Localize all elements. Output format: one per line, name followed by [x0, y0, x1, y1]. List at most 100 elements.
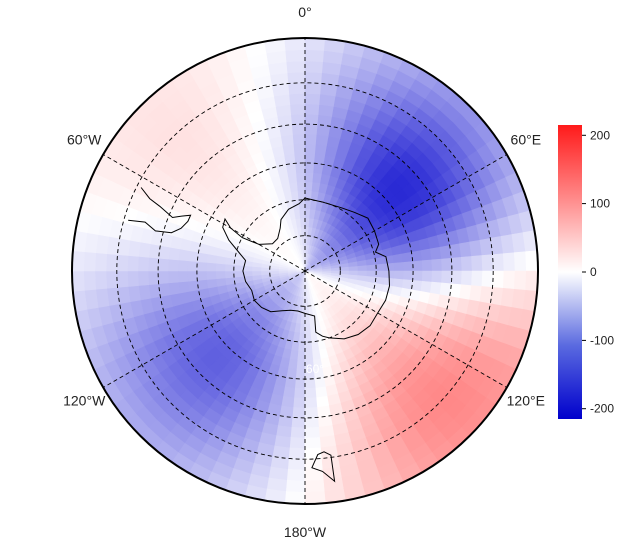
field-cell — [277, 114, 293, 127]
field-cell — [304, 82, 322, 95]
field-cell — [224, 270, 235, 279]
field-cell — [105, 253, 118, 272]
field-cell — [304, 162, 315, 173]
field-cell — [296, 171, 306, 183]
coastline-new-zealand — [311, 451, 336, 483]
field-cell — [105, 270, 118, 289]
field-cell — [393, 262, 405, 272]
field-cell — [375, 263, 386, 272]
field-cell — [205, 270, 217, 280]
field-cell — [233, 270, 244, 278]
field-cell — [283, 502, 306, 504]
field-cell — [375, 270, 386, 279]
field-cell — [287, 458, 306, 471]
map-boundary — [71, 37, 539, 505]
field-cell — [365, 258, 377, 266]
field-cell — [492, 253, 505, 272]
field-cell — [481, 270, 494, 288]
field-cell — [304, 103, 320, 116]
field-cell — [297, 341, 306, 352]
field-cell — [374, 256, 386, 266]
data-field — [72, 38, 538, 504]
field-cell — [137, 256, 150, 272]
field-cell — [412, 260, 423, 272]
field-cell — [536, 249, 538, 272]
field-cell — [525, 270, 538, 292]
field-cell — [296, 350, 306, 361]
field-cell — [304, 387, 317, 399]
field-cell — [304, 49, 325, 63]
field-cell — [83, 251, 97, 272]
field-cell — [205, 262, 217, 272]
field-cell — [401, 251, 414, 263]
field-cell — [177, 270, 189, 283]
meridian-line — [102, 270, 306, 388]
field-cell — [304, 113, 320, 126]
field-cell — [287, 172, 298, 184]
field-cell — [420, 248, 433, 262]
longitude-label: 120°E — [507, 393, 545, 409]
field-cell — [429, 281, 442, 296]
colorbar-gradient — [558, 125, 582, 419]
field-cell — [304, 153, 316, 164]
field-cell — [492, 270, 505, 289]
field-cell — [431, 258, 443, 272]
field-cell — [481, 254, 494, 272]
field-cell — [290, 426, 306, 439]
colorbar-tick-label: 0 — [590, 265, 597, 279]
field-cell — [116, 254, 129, 272]
field-cell — [304, 171, 314, 183]
colorbar-tick-label: 200 — [590, 128, 610, 142]
coastline-antarctica — [222, 197, 391, 340]
field-cell — [291, 407, 306, 419]
field-cell — [284, 153, 296, 165]
field-cell — [314, 377, 326, 389]
field-cell — [187, 280, 199, 292]
field-cell — [286, 60, 306, 74]
field-cell — [300, 226, 306, 237]
field-cell — [94, 270, 108, 290]
coastlines — [128, 187, 391, 483]
field-cell — [282, 386, 296, 399]
field-cell — [282, 143, 296, 156]
longitude-labels: 0° 60°E 120°E 180°W 120°W 60°W — [63, 4, 545, 540]
field-cell — [403, 261, 414, 272]
field-cell — [293, 143, 306, 155]
field-cell — [157, 270, 169, 285]
field-cell — [295, 162, 306, 173]
field-cell — [280, 395, 295, 408]
field-cell — [304, 297, 309, 307]
field-cell — [269, 270, 279, 275]
field-cell — [196, 279, 209, 291]
field-cell — [127, 255, 139, 272]
field-cell — [304, 323, 311, 334]
field-cell — [304, 416, 320, 429]
field-cell — [288, 82, 306, 95]
field-cell — [315, 395, 330, 408]
field-cell — [116, 270, 129, 288]
field-cell — [291, 123, 306, 135]
field-cell — [304, 341, 313, 352]
field-cell — [314, 143, 328, 156]
field-cell — [215, 277, 227, 287]
field-cell — [127, 270, 139, 287]
field-cell — [513, 270, 527, 291]
field-cell — [285, 479, 306, 493]
field-cell — [339, 266, 350, 272]
field-cell — [187, 260, 198, 272]
field-cell — [296, 181, 306, 192]
field-cell — [384, 262, 395, 272]
graticule — [102, 38, 508, 504]
field-cell — [137, 270, 150, 286]
field-cell — [441, 257, 453, 272]
field-cell — [513, 251, 527, 272]
field-cell — [502, 252, 516, 272]
field-cell — [304, 38, 326, 51]
field-cell — [286, 468, 306, 482]
field-cell — [304, 350, 314, 361]
field-cell — [157, 257, 169, 272]
field-cell — [304, 143, 317, 155]
field-cell — [148, 283, 161, 299]
field-cell — [421, 259, 433, 272]
field-cell — [284, 377, 296, 389]
